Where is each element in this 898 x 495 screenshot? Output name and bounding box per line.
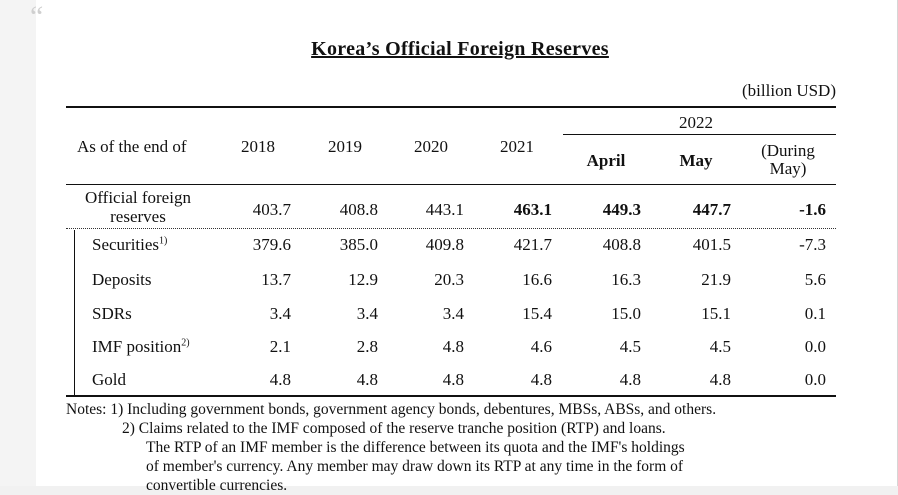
footnote-marker: 2) <box>181 337 190 349</box>
value-imf-position-2019: 2.8 <box>356 337 378 356</box>
value-deposits-2019: 12.9 <box>348 270 378 289</box>
value-deposits-april: 16.3 <box>611 270 641 289</box>
row-label-text: SDRs <box>92 304 132 323</box>
value-securities-2020: 409.8 <box>425 235 464 254</box>
value-sdrs-2019: 3.4 <box>356 304 378 323</box>
total-value-may: 447.7 <box>692 200 731 219</box>
header-month-may: May <box>679 151 713 170</box>
row-label-text: Securities <box>92 235 160 254</box>
row-label-sdrs: SDRs <box>92 304 132 324</box>
header-year-2018: 2018 <box>241 137 275 156</box>
value-sdrs-during-may: 0.1 <box>804 304 826 323</box>
row-label-text: Deposits <box>92 270 152 289</box>
row-label-deposits: Deposits <box>92 270 152 290</box>
value-sdrs-may: 15.1 <box>701 304 731 323</box>
notes-prefix: Notes: <box>66 401 107 418</box>
total-value-2020: 443.1 <box>425 200 464 219</box>
value-gold-2018: 4.8 <box>269 370 291 389</box>
note-2-line3: of member's currency. Any member may dra… <box>146 458 684 475</box>
total-value-2019: 408.8 <box>339 200 378 219</box>
value-gold-2020: 4.8 <box>442 370 464 389</box>
value-securities-2019: 385.0 <box>339 235 378 254</box>
unit-label: (billion USD) <box>742 81 836 100</box>
value-sdrs-2020: 3.4 <box>442 304 464 323</box>
total-value-2021: 463.1 <box>513 200 552 219</box>
value-sdrs-2018: 3.4 <box>269 304 291 323</box>
value-gold-2021: 4.8 <box>530 370 552 389</box>
value-securities-2021: 421.7 <box>513 235 552 254</box>
header-year-2020: 2020 <box>414 137 448 156</box>
value-securities-2018: 379.6 <box>252 235 291 254</box>
year-2022-rule <box>563 134 836 135</box>
value-deposits-2020: 20.3 <box>434 270 464 289</box>
header-bottom-rule <box>66 184 836 185</box>
during-may-line1: (During <box>761 141 815 160</box>
value-securities-during-may: -7.3 <box>799 235 826 254</box>
value-imf-position-2021: 4.6 <box>530 337 552 356</box>
value-deposits-may: 21.9 <box>701 270 731 289</box>
header-row-label: As of the end of <box>77 137 187 156</box>
note-1-text: Including government bonds, government a… <box>127 401 717 418</box>
total-separator <box>66 228 836 229</box>
header-during-may: (During May) <box>748 142 828 178</box>
value-deposits-2021: 16.6 <box>522 270 552 289</box>
value-sdrs-april: 15.0 <box>611 304 641 323</box>
header-year-2021: 2021 <box>500 137 534 156</box>
table-title: Korea’s Official Foreign Reserves <box>311 38 609 60</box>
total-value-2018: 403.7 <box>252 200 291 219</box>
value-imf-position-2018: 2.1 <box>269 337 291 356</box>
header-month-april: April <box>586 151 626 170</box>
note-1-marker: 1) <box>110 401 124 418</box>
indent-bar <box>74 230 75 395</box>
value-deposits-2018: 13.7 <box>261 270 291 289</box>
value-deposits-during-may: 5.6 <box>804 270 826 289</box>
row-label-text: Gold <box>92 370 126 389</box>
total-label-line2: reserves <box>110 207 166 226</box>
total-value-during-may: -1.6 <box>799 200 826 219</box>
note-1: Notes: 1) Including government bonds, go… <box>66 400 716 419</box>
during-may-line2: May) <box>769 159 807 178</box>
value-gold-april: 4.8 <box>619 370 641 389</box>
row-label-securities: Securities1) <box>92 235 167 255</box>
row-label-text: IMF position <box>92 337 182 356</box>
value-imf-position-2020: 4.8 <box>442 337 464 356</box>
table-top-rule <box>66 106 836 108</box>
value-securities-may: 401.5 <box>692 235 731 254</box>
row-label-imf-position: IMF position2) <box>92 337 190 357</box>
value-imf-position-april: 4.5 <box>619 337 641 356</box>
value-imf-position-may: 4.5 <box>709 337 731 356</box>
value-gold-during-may: 0.0 <box>804 370 826 389</box>
header-year-2022: 2022 <box>679 113 713 132</box>
value-sdrs-2021: 15.4 <box>522 304 552 323</box>
value-gold-2019: 4.8 <box>356 370 378 389</box>
table-bottom-rule <box>66 395 836 397</box>
value-gold-may: 4.8 <box>709 370 731 389</box>
value-securities-april: 408.8 <box>602 235 641 254</box>
row-label-gold: Gold <box>92 370 126 390</box>
note-2: 2) Claims related to the IMF composed of… <box>122 419 666 438</box>
note-2-line1: Claims related to the IMF composed of th… <box>138 420 666 437</box>
left-margin <box>0 0 36 486</box>
footnote-marker: 1) <box>159 235 168 247</box>
total-label-line1: Official foreign <box>85 188 191 207</box>
note-2-marker: 2) <box>122 420 135 437</box>
header-year-2019: 2019 <box>328 137 362 156</box>
total-row-label: Official foreign reserves <box>76 188 200 226</box>
note-2-line2: The RTP of an IMF member is the differen… <box>146 439 685 456</box>
document-body: Korea’s Official Foreign Reserves (billi… <box>36 24 868 494</box>
total-value-april: 449.3 <box>602 200 641 219</box>
value-imf-position-during-may: 0.0 <box>804 337 826 356</box>
